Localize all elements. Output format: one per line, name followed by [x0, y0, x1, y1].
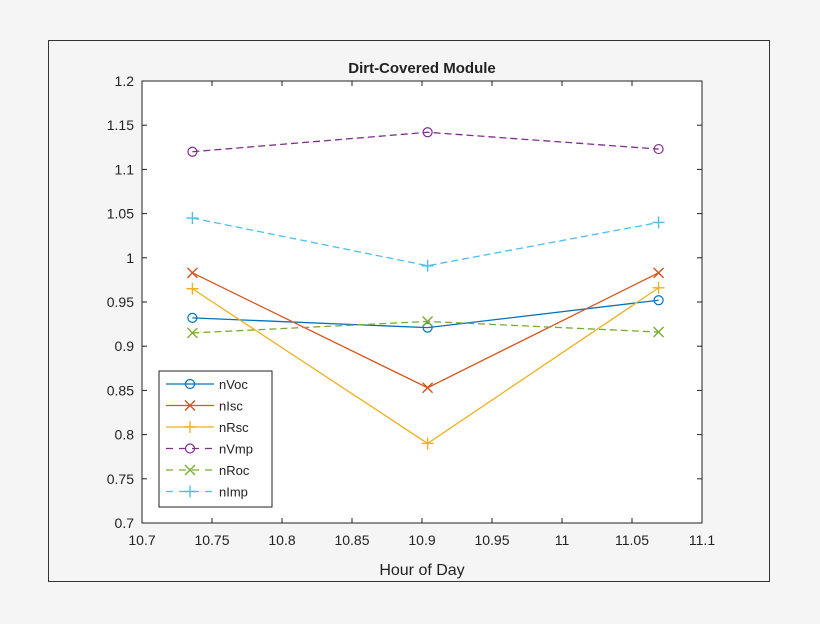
legend-label: nRsc [219, 420, 249, 435]
legend-marker [184, 485, 196, 498]
series-line [192, 299, 659, 329]
x-tick-label: 10.8 [268, 532, 295, 548]
y-tick-label: 0.95 [107, 294, 134, 310]
data-point [187, 312, 198, 324]
data-point [186, 267, 198, 279]
legend: nVoc nIsc nRsc nVmp nRoc nImp [158, 370, 273, 508]
legend-item: nIsc [166, 399, 243, 414]
series-nRsc [186, 281, 665, 450]
x-tick-label: 10.75 [194, 532, 229, 548]
x-tick-label: 11 [555, 532, 570, 548]
series-line [192, 131, 659, 153]
data-point [186, 212, 199, 225]
y-tick-label: 0.7 [115, 515, 135, 531]
legend-label: nIsc [219, 399, 243, 414]
data-point [422, 127, 433, 138]
y-tick-label: 0.75 [107, 471, 134, 487]
data-point [422, 315, 434, 327]
data-point [653, 143, 664, 155]
legend-item: nRsc [166, 420, 249, 435]
x-axis-label: Hour of Day [379, 562, 464, 579]
legend-marker [184, 400, 196, 411]
data-point [653, 326, 665, 338]
series-line [192, 217, 659, 267]
y-tick-label: 0.8 [115, 427, 135, 443]
data-point [186, 282, 199, 295]
data-point [186, 327, 198, 339]
x-tick-label: 10.85 [334, 532, 369, 548]
chart-title: Dirt-Covered Module [348, 60, 496, 77]
data-point [421, 259, 434, 272]
y-tick-label: 1.05 [107, 206, 134, 222]
legend-marker [184, 378, 196, 390]
legend-label: nVmp [219, 442, 253, 457]
y-tick-label: 1 [126, 250, 134, 266]
series-nRoc [186, 315, 665, 339]
y-tick-label: 0.9 [115, 338, 135, 354]
data-point [421, 437, 434, 450]
legend-item: nRoc [166, 463, 250, 478]
legend-marker [184, 421, 196, 433]
legend-item: nImp [166, 485, 248, 500]
data-point [422, 382, 434, 394]
legend-label: nImp [219, 485, 248, 500]
y-tick-label: 1.1 [115, 161, 135, 177]
y-tick-label: 1.2 [115, 73, 135, 89]
x-tick-label: 11.1 [689, 532, 715, 548]
data-point [652, 281, 665, 294]
series-nIsc [186, 267, 665, 394]
legend-item: nVoc [166, 377, 248, 392]
x-tick-label: 10.95 [474, 532, 509, 548]
series-nVoc [187, 295, 664, 333]
x-tick-label: 10.7 [128, 532, 155, 548]
series-nVmp [187, 127, 664, 157]
y-tick-label: 0.85 [107, 382, 134, 398]
data-point [653, 295, 664, 306]
legend-box [158, 370, 273, 508]
y-tick-label: 1.15 [107, 117, 134, 133]
data-point [187, 146, 198, 157]
legend-marker [184, 443, 196, 454]
legend-label: nRoc [219, 463, 250, 478]
x-tick-label: 10.9 [408, 532, 435, 548]
series-nImp [186, 212, 665, 272]
x-tick-label: 11.05 [615, 532, 649, 548]
data-point [422, 322, 433, 333]
data-point [652, 216, 665, 229]
legend-marker [184, 464, 196, 476]
legend-item: nVmp [166, 442, 253, 457]
legend-label: nVoc [219, 377, 248, 392]
data-point [653, 267, 665, 279]
